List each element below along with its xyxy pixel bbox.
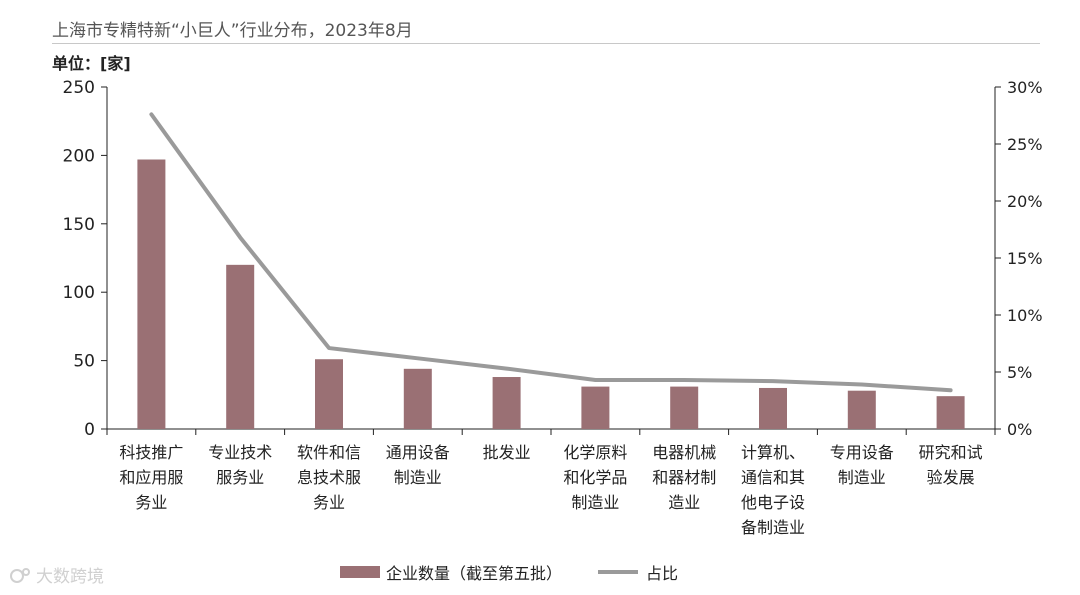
- chart-title: 上海市专精特新“小巨人”行业分布，2023年8月: [52, 21, 413, 41]
- x-axis-category-label: 专业技术服务业: [208, 443, 272, 487]
- x-axis-category-label-line: 电器机械: [652, 443, 716, 462]
- right-axis-tick-label: 30%: [1007, 78, 1043, 97]
- left-axis-tick-label: 250: [63, 78, 95, 98]
- line-point: [150, 113, 153, 116]
- x-axis-category-label-line: 和化学品: [563, 468, 627, 487]
- right-axis-tick-label: 20%: [1007, 192, 1043, 211]
- x-axis-category-label: 科技推广和应用服务业: [119, 443, 183, 512]
- x-axis-category-label-line: 造业: [668, 493, 700, 512]
- bar: [315, 359, 343, 429]
- x-axis-category-label-line: 制造业: [838, 468, 886, 487]
- right-axis-tick-label: 25%: [1007, 135, 1043, 154]
- watermark-text: 大数跨境: [36, 567, 104, 587]
- x-axis-category-label-line: 批发业: [483, 443, 531, 462]
- watermark-logo-icon: [10, 567, 30, 583]
- x-axis-category-label-line: 科技推广: [119, 443, 183, 462]
- bar: [759, 387, 787, 429]
- bar: [936, 396, 965, 429]
- right-axis-tick-label: 15%: [1007, 249, 1043, 268]
- x-axis-category-label: 批发业: [483, 443, 531, 462]
- line-point: [239, 236, 242, 239]
- legend-item-bar: 企业数量（截至第五批）: [340, 560, 562, 584]
- left-axis-tick-label: 100: [63, 283, 95, 303]
- x-axis-category-label-line: 通用设备: [386, 443, 450, 462]
- bar: [847, 390, 876, 429]
- x-axis-category-label-line: 计算机、: [741, 443, 805, 462]
- x-axis-category-label-line: 务业: [135, 493, 167, 512]
- legend-label-bar: 企业数量（截至第五批）: [386, 564, 563, 583]
- title-divider: [52, 43, 1040, 44]
- left-axis-tick-label: 200: [63, 146, 95, 166]
- legend-swatch-bar: [340, 566, 380, 578]
- left-axis-tick-label: 0: [84, 420, 95, 440]
- line-point: [949, 389, 952, 392]
- legend-label-line: 占比: [646, 564, 679, 583]
- line-point: [416, 357, 419, 360]
- x-axis-category-label-line: 和器材制: [652, 468, 716, 487]
- bar: [137, 159, 166, 429]
- x-axis-category-label-line: 备制造业: [741, 518, 805, 537]
- bar: [581, 386, 610, 429]
- x-axis-category-label-line: 验发展: [927, 468, 975, 487]
- legend-swatch-line: [598, 570, 639, 574]
- left-axis-tick-label: 150: [63, 215, 95, 235]
- x-axis-category-label-line: 专业技术: [208, 443, 272, 462]
- x-axis-category-label-line: 研究和试: [919, 443, 983, 462]
- line-point: [594, 378, 597, 381]
- x-axis-category-label: 专用设备制造业: [830, 443, 894, 487]
- left-axis-tick-label: 50: [73, 352, 95, 372]
- bar: [403, 368, 432, 429]
- line-point: [772, 380, 774, 383]
- x-axis-category-label-line: 制造业: [394, 468, 442, 487]
- unit-label: 单位：[家]: [52, 54, 131, 73]
- x-axis-category-label-line: 服务业: [216, 468, 264, 487]
- right-axis-tick-label: 0%: [1007, 420, 1032, 439]
- legend: 企业数量（截至第五批） 占比: [340, 560, 714, 584]
- x-axis-category-label-line: 和应用服: [119, 468, 183, 487]
- right-axis-tick-label: 5%: [1007, 363, 1032, 382]
- x-axis-category-label-line: 软件和信: [297, 443, 361, 462]
- share-line: [149, 112, 953, 393]
- line-point: [328, 347, 330, 350]
- right-axis-tick-label: 10%: [1007, 306, 1043, 325]
- x-axis-category-label-line: 专用设备: [830, 443, 894, 462]
- x-axis-category-label-line: 他电子设: [741, 493, 805, 512]
- x-axis-category-label: 电器机械和器材制造业: [652, 443, 716, 512]
- x-axis-category-label: 研究和试验发展: [919, 443, 983, 487]
- x-axis-category-label: 通用设备制造业: [386, 443, 450, 487]
- x-axis-category-label-line: 化学原料: [563, 443, 627, 462]
- x-axis-category-label-line: 通信和其: [741, 468, 805, 487]
- x-axis-category-label: 化学原料和化学品制造业: [563, 443, 627, 512]
- line-point: [683, 378, 686, 381]
- x-axis-category-label: 软件和信息技术服务业: [297, 443, 361, 512]
- x-axis-category-label-line: 制造业: [571, 493, 619, 512]
- bar: [670, 386, 699, 429]
- line-point: [860, 383, 863, 386]
- bar: [492, 377, 521, 429]
- x-axis-category-label: 计算机、通信和其他电子设备制造业: [741, 443, 805, 537]
- line-point: [505, 367, 508, 370]
- bar: [226, 264, 255, 429]
- legend-item-line: 占比: [598, 560, 678, 584]
- x-axis-category-label-line: 息技术服: [297, 468, 361, 487]
- watermark: 大数跨境: [10, 562, 104, 587]
- x-axis-category-label-line: 务业: [313, 493, 345, 512]
